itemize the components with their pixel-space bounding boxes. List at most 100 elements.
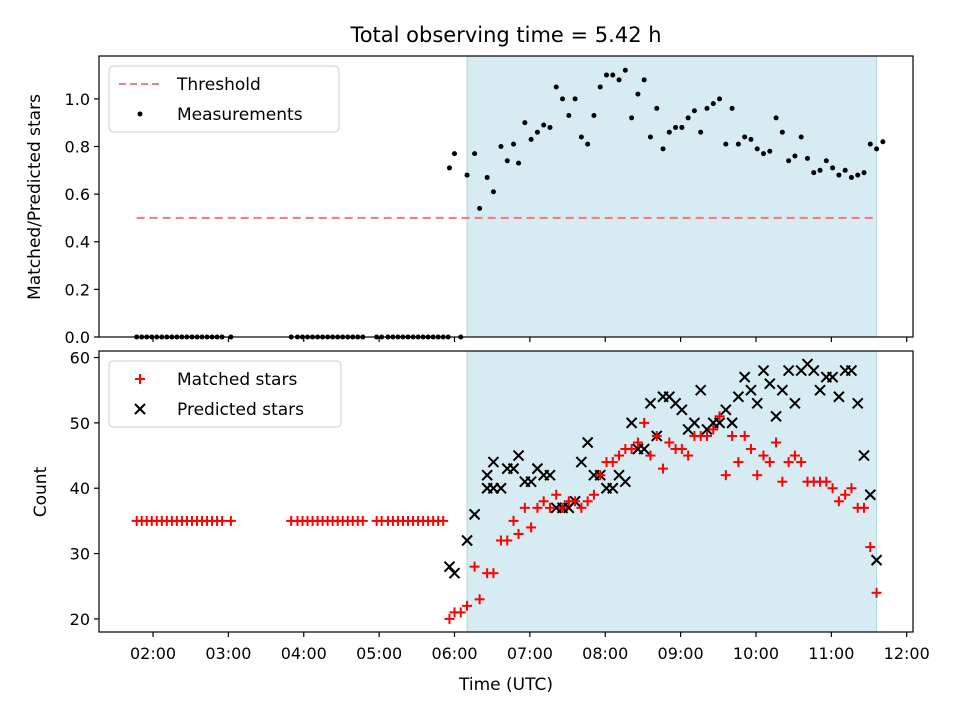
predicted-star-point: [507, 462, 520, 475]
predicted-star-point: [870, 554, 883, 566]
predicted-star-point: [770, 410, 782, 423]
measurement-point: [748, 136, 754, 142]
measurement-point: [566, 113, 572, 119]
legend-x-marker: [134, 403, 146, 415]
matched-star-point: [588, 489, 599, 500]
ratio-y-ticks: 0.0 0.2 0.4 0.6 0.8 1.0: [65, 90, 99, 347]
count-legend: Matched stars Predicted stars: [108, 360, 342, 428]
matched-star-point: [739, 430, 750, 441]
measurement-point: [723, 141, 729, 147]
matched-star-point: [658, 463, 669, 474]
predicted-star-point: [487, 456, 500, 468]
measurement-point: [861, 170, 867, 176]
observing-span-top: [466, 55, 878, 338]
measurement-point: [704, 105, 710, 111]
ratio-y-tick-label: 0.4: [65, 233, 90, 252]
ratio-y-tick-label: 1.0: [65, 90, 90, 109]
ratio-y-tick-label: 0.6: [65, 185, 90, 204]
measurement-point: [635, 91, 641, 97]
matched-star-point: [225, 515, 236, 526]
measurement-point: [654, 105, 660, 111]
measurement-point: [830, 165, 836, 171]
measurement-point: [516, 160, 522, 166]
matched-star-point: [651, 430, 662, 441]
measurement-point: [842, 167, 848, 173]
matched-star-point: [676, 444, 687, 455]
measurement-point: [660, 146, 666, 152]
legend-matched-label: Matched stars: [177, 370, 297, 390]
matched-star-point: [645, 450, 656, 461]
time-x-tick-label: 12:00: [884, 644, 930, 663]
ratio-axes-frame: [98, 55, 914, 338]
observing-span-bottom: [466, 350, 878, 633]
matched-star-point: [526, 522, 537, 533]
predicted-star-point: [544, 469, 556, 481]
matched-star-point: [557, 502, 568, 513]
measurement-point: [647, 134, 653, 140]
matched-star-point: [469, 561, 480, 572]
matched-star-point: [789, 450, 800, 461]
matched-star-point: [544, 502, 555, 513]
count-y-axis-label: Count: [31, 466, 51, 517]
matched-star-point: [502, 535, 513, 546]
measurement-point: [528, 136, 534, 142]
measurement-point: [754, 146, 760, 152]
predicted-star-point: [726, 417, 738, 429]
legend-measurements-swatch: [137, 111, 143, 117]
matched-star-point: [455, 607, 466, 618]
ratio-y-tick-label: 0.8: [65, 137, 90, 156]
count-y-tick-label: 50: [70, 414, 90, 433]
time-x-tick-label: 03:00: [205, 644, 251, 663]
predicted-star-point: [625, 417, 638, 429]
count-y-tick-label: 40: [70, 479, 90, 498]
measurement-point: [735, 141, 741, 147]
predicted-star-point: [575, 456, 588, 468]
matched-star-point: [708, 424, 719, 435]
measurement-point: [553, 84, 559, 90]
measurement-point: [817, 167, 823, 173]
measurement-point: [710, 101, 716, 107]
measurement-point: [761, 151, 767, 157]
measurement-point: [786, 158, 792, 164]
count-x-ticks: 02:00 03:00 04:00 05:00 06:00 07:00 08:00 09:00…: [130, 632, 930, 663]
measurement-point: [691, 108, 697, 114]
measurement-point: [622, 67, 628, 73]
count-panel: 20 30 40 50 60 02:00 03:00 04:00 05:00 06:00 07:0…: [31, 349, 930, 695]
matched-stars-layer: [131, 411, 882, 624]
predicted-star-point: [512, 449, 525, 462]
predicted-star-point: [720, 404, 732, 416]
predicted-stars-layer: [443, 358, 883, 579]
measurement-point: [855, 172, 861, 178]
measurement-point: [867, 141, 873, 147]
measurement-point: [848, 174, 854, 180]
matched-star-point: [607, 457, 618, 468]
matched-star-point: [871, 587, 882, 598]
predicted-star-point: [776, 384, 789, 396]
legend-predicted-swatch: [134, 403, 146, 415]
measurement-point: [511, 141, 517, 147]
predicted-star-point: [495, 482, 507, 494]
matched-star-point: [683, 450, 694, 461]
matched-star-point: [508, 515, 519, 526]
matched-star-point: [626, 444, 637, 455]
matched-star-point: [357, 515, 368, 526]
time-x-tick-label: 02:00: [130, 644, 176, 663]
predicted-star-point: [525, 475, 537, 488]
matched-star-point: [777, 476, 788, 487]
predicted-star-point: [826, 371, 839, 383]
matched-star-point: [532, 502, 543, 513]
measurement-point: [547, 124, 553, 130]
predicted-star-point: [833, 391, 845, 403]
matched-star-point: [758, 450, 769, 461]
time-x-tick-label: 10:00: [733, 644, 779, 663]
predicted-star-point: [676, 404, 688, 416]
predicted-star-point: [713, 417, 726, 429]
predicted-star-point: [481, 482, 493, 494]
predicted-star-point: [814, 384, 826, 396]
matched-star-point: [570, 496, 581, 507]
measurement-point: [541, 122, 547, 128]
matched-star-point: [519, 502, 530, 513]
time-x-tick-label: 05:00: [356, 644, 402, 663]
time-x-tick-label: 11:00: [808, 644, 854, 663]
